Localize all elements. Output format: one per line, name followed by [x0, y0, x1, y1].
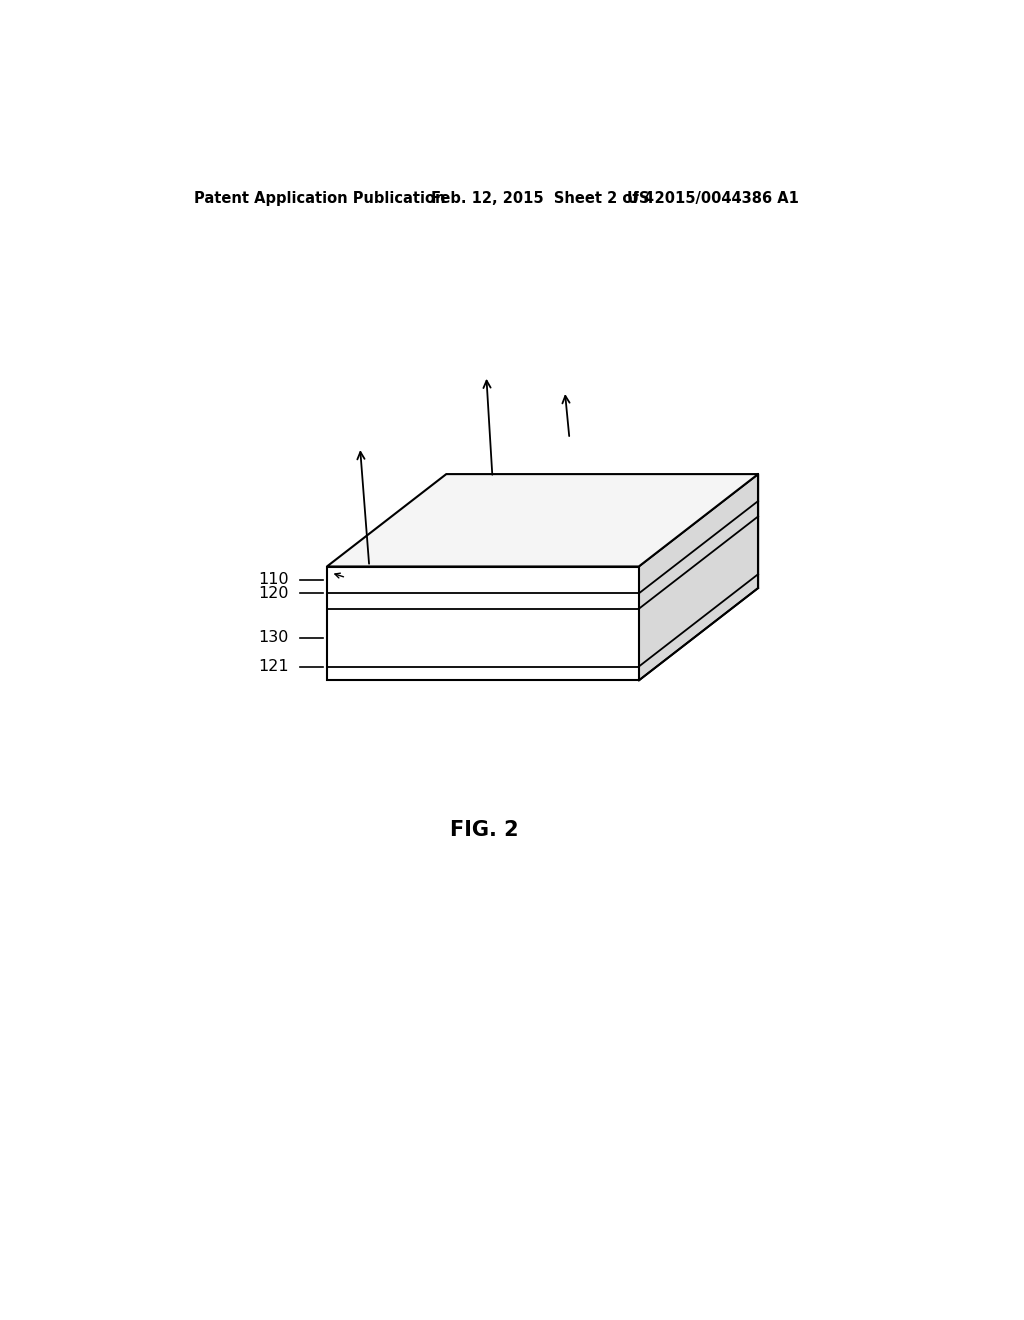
Text: substrate/matching layer: substrate/matching layer — [348, 574, 551, 589]
Text: Patent Application Publication: Patent Application Publication — [195, 191, 446, 206]
Polygon shape — [639, 474, 758, 681]
Text: 110: 110 — [258, 573, 289, 587]
Text: 120: 120 — [258, 586, 289, 601]
Text: Feb. 12, 2015  Sheet 2 of 4: Feb. 12, 2015 Sheet 2 of 4 — [431, 191, 654, 206]
Text: Piezopolymer: Piezopolymer — [400, 630, 508, 645]
Text: 130: 130 — [258, 630, 289, 645]
Polygon shape — [327, 474, 758, 566]
Text: US 2015/0044386 A1: US 2015/0044386 A1 — [628, 191, 799, 206]
Text: 121: 121 — [258, 659, 289, 675]
Polygon shape — [327, 566, 639, 681]
Text: FIG. 2: FIG. 2 — [451, 820, 519, 840]
